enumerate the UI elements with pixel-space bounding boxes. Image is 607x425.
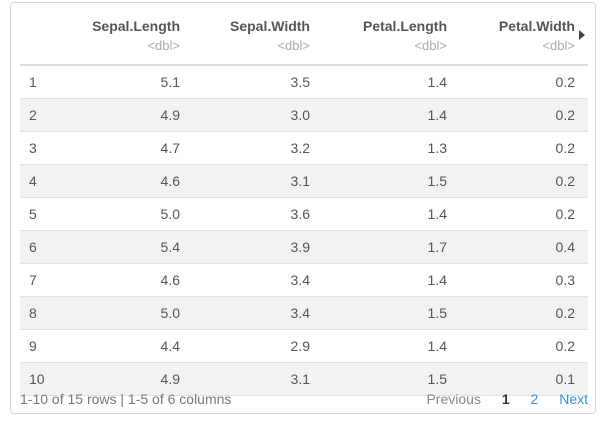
column-header[interactable]: Petal.Width <dbl> (447, 17, 575, 55)
table-header: Sepal.Length <dbl> Sepal.Width <dbl> Pet… (20, 9, 588, 66)
table-cell: 3.1 (290, 371, 310, 387)
pagination: Previous 1 2 Next (409, 391, 588, 407)
data-table: Sepal.Length <dbl> Sepal.Width <dbl> Pet… (20, 9, 588, 396)
table-row: 8 5.0 3.4 1.5 0.2 (20, 297, 588, 330)
row-index: 1 (29, 74, 37, 90)
column-type: <dbl> (414, 38, 447, 53)
column-name: Petal.Length (362, 18, 447, 34)
row-index: 9 (29, 338, 37, 354)
table-cell: 5.0 (160, 305, 180, 321)
column-type: <dbl> (542, 38, 575, 53)
table-cell: 4.6 (160, 173, 180, 189)
table-row: 4 4.6 3.1 1.5 0.2 (20, 165, 588, 198)
table-cell: 0.2 (555, 305, 575, 321)
row-index: 5 (29, 206, 37, 222)
table-cell: 1.5 (427, 305, 447, 321)
column-header[interactable]: Sepal.Length <dbl> (20, 17, 180, 55)
table-row: 3 4.7 3.2 1.3 0.2 (20, 132, 588, 165)
table-cell: 4.6 (160, 272, 180, 288)
table-cell: 3.1 (290, 173, 310, 189)
column-header[interactable]: Sepal.Width <dbl> (180, 17, 310, 55)
table-cell: 3.0 (290, 107, 310, 123)
column-type: <dbl> (277, 38, 310, 53)
table-cell: 3.4 (290, 305, 310, 321)
table-cell: 1.3 (427, 140, 447, 156)
table-cell: 1.4 (427, 272, 447, 288)
page-2-button[interactable]: 2 (530, 391, 539, 407)
column-name: Sepal.Width (230, 18, 310, 34)
row-info: 1-10 of 15 rows | 1-5 of 6 columns (20, 391, 232, 407)
table-cell: 4.4 (160, 338, 180, 354)
table-cell: 3.6 (290, 206, 310, 222)
row-index: 2 (29, 107, 37, 123)
column-name: Sepal.Length (92, 18, 180, 34)
table-cell: 5.1 (160, 74, 180, 90)
table-cell: 5.4 (160, 239, 180, 255)
scroll-right-icon[interactable] (579, 30, 585, 40)
table-cell: 4.9 (160, 107, 180, 123)
table-cell: 1.4 (427, 338, 447, 354)
table-row: 2 4.9 3.0 1.4 0.2 (20, 99, 588, 132)
page-1-button[interactable]: 1 (501, 391, 510, 407)
table-row: 1 5.1 3.5 1.4 0.2 (20, 66, 588, 99)
table-body: 1 5.1 3.5 1.4 0.2 2 4.9 3.0 1.4 0.2 3 4.7 3.2 1.3 0.2 4… (20, 66, 588, 396)
table-cell: 0.2 (555, 140, 575, 156)
table-cell: 3.2 (290, 140, 310, 156)
table-row: 5 5.0 3.6 1.4 0.2 (20, 198, 588, 231)
previous-button[interactable]: Previous (426, 391, 481, 407)
row-index: 10 (29, 371, 45, 387)
column-type: <dbl> (147, 38, 180, 53)
row-index: 3 (29, 140, 37, 156)
table-footer: 1-10 of 15 rows | 1-5 of 6 columns Previ… (20, 388, 588, 410)
row-index: 4 (29, 173, 37, 189)
table-cell: 1.7 (427, 239, 447, 255)
table-cell: 3.4 (290, 272, 310, 288)
table-cell: 4.7 (160, 140, 180, 156)
table-cell: 0.2 (555, 107, 575, 123)
row-index: 8 (29, 305, 37, 321)
column-header[interactable]: Petal.Length <dbl> (310, 17, 447, 55)
table-cell: 2.9 (290, 338, 310, 354)
table-cell: 0.4 (555, 239, 575, 255)
table-cell: 3.9 (290, 239, 310, 255)
table-cell: 4.9 (160, 371, 180, 387)
table-cell: 0.2 (555, 173, 575, 189)
table-cell: 0.2 (555, 338, 575, 354)
table-cell: 0.3 (555, 272, 575, 288)
table-row: 10 4.9 3.1 1.5 0.1 (20, 363, 588, 396)
next-button[interactable]: Next (559, 391, 588, 407)
table-cell: 3.5 (290, 74, 310, 90)
column-name: Petal.Width (498, 18, 575, 34)
table-cell: 1.5 (427, 371, 447, 387)
table-cell: 0.2 (555, 206, 575, 222)
data-table-widget: Sepal.Length <dbl> Sepal.Width <dbl> Pet… (10, 2, 596, 414)
table-row: 7 4.6 3.4 1.4 0.3 (20, 264, 588, 297)
row-index: 7 (29, 272, 37, 288)
table-cell: 0.2 (555, 74, 575, 90)
table-row: 9 4.4 2.9 1.4 0.2 (20, 330, 588, 363)
table-cell: 5.0 (160, 206, 180, 222)
table-cell: 1.4 (427, 107, 447, 123)
table-cell: 1.4 (427, 74, 447, 90)
table-row: 6 5.4 3.9 1.7 0.4 (20, 231, 588, 264)
table-cell: 1.5 (427, 173, 447, 189)
table-cell: 1.4 (427, 206, 447, 222)
table-cell: 0.1 (555, 371, 575, 387)
row-index: 6 (29, 239, 37, 255)
